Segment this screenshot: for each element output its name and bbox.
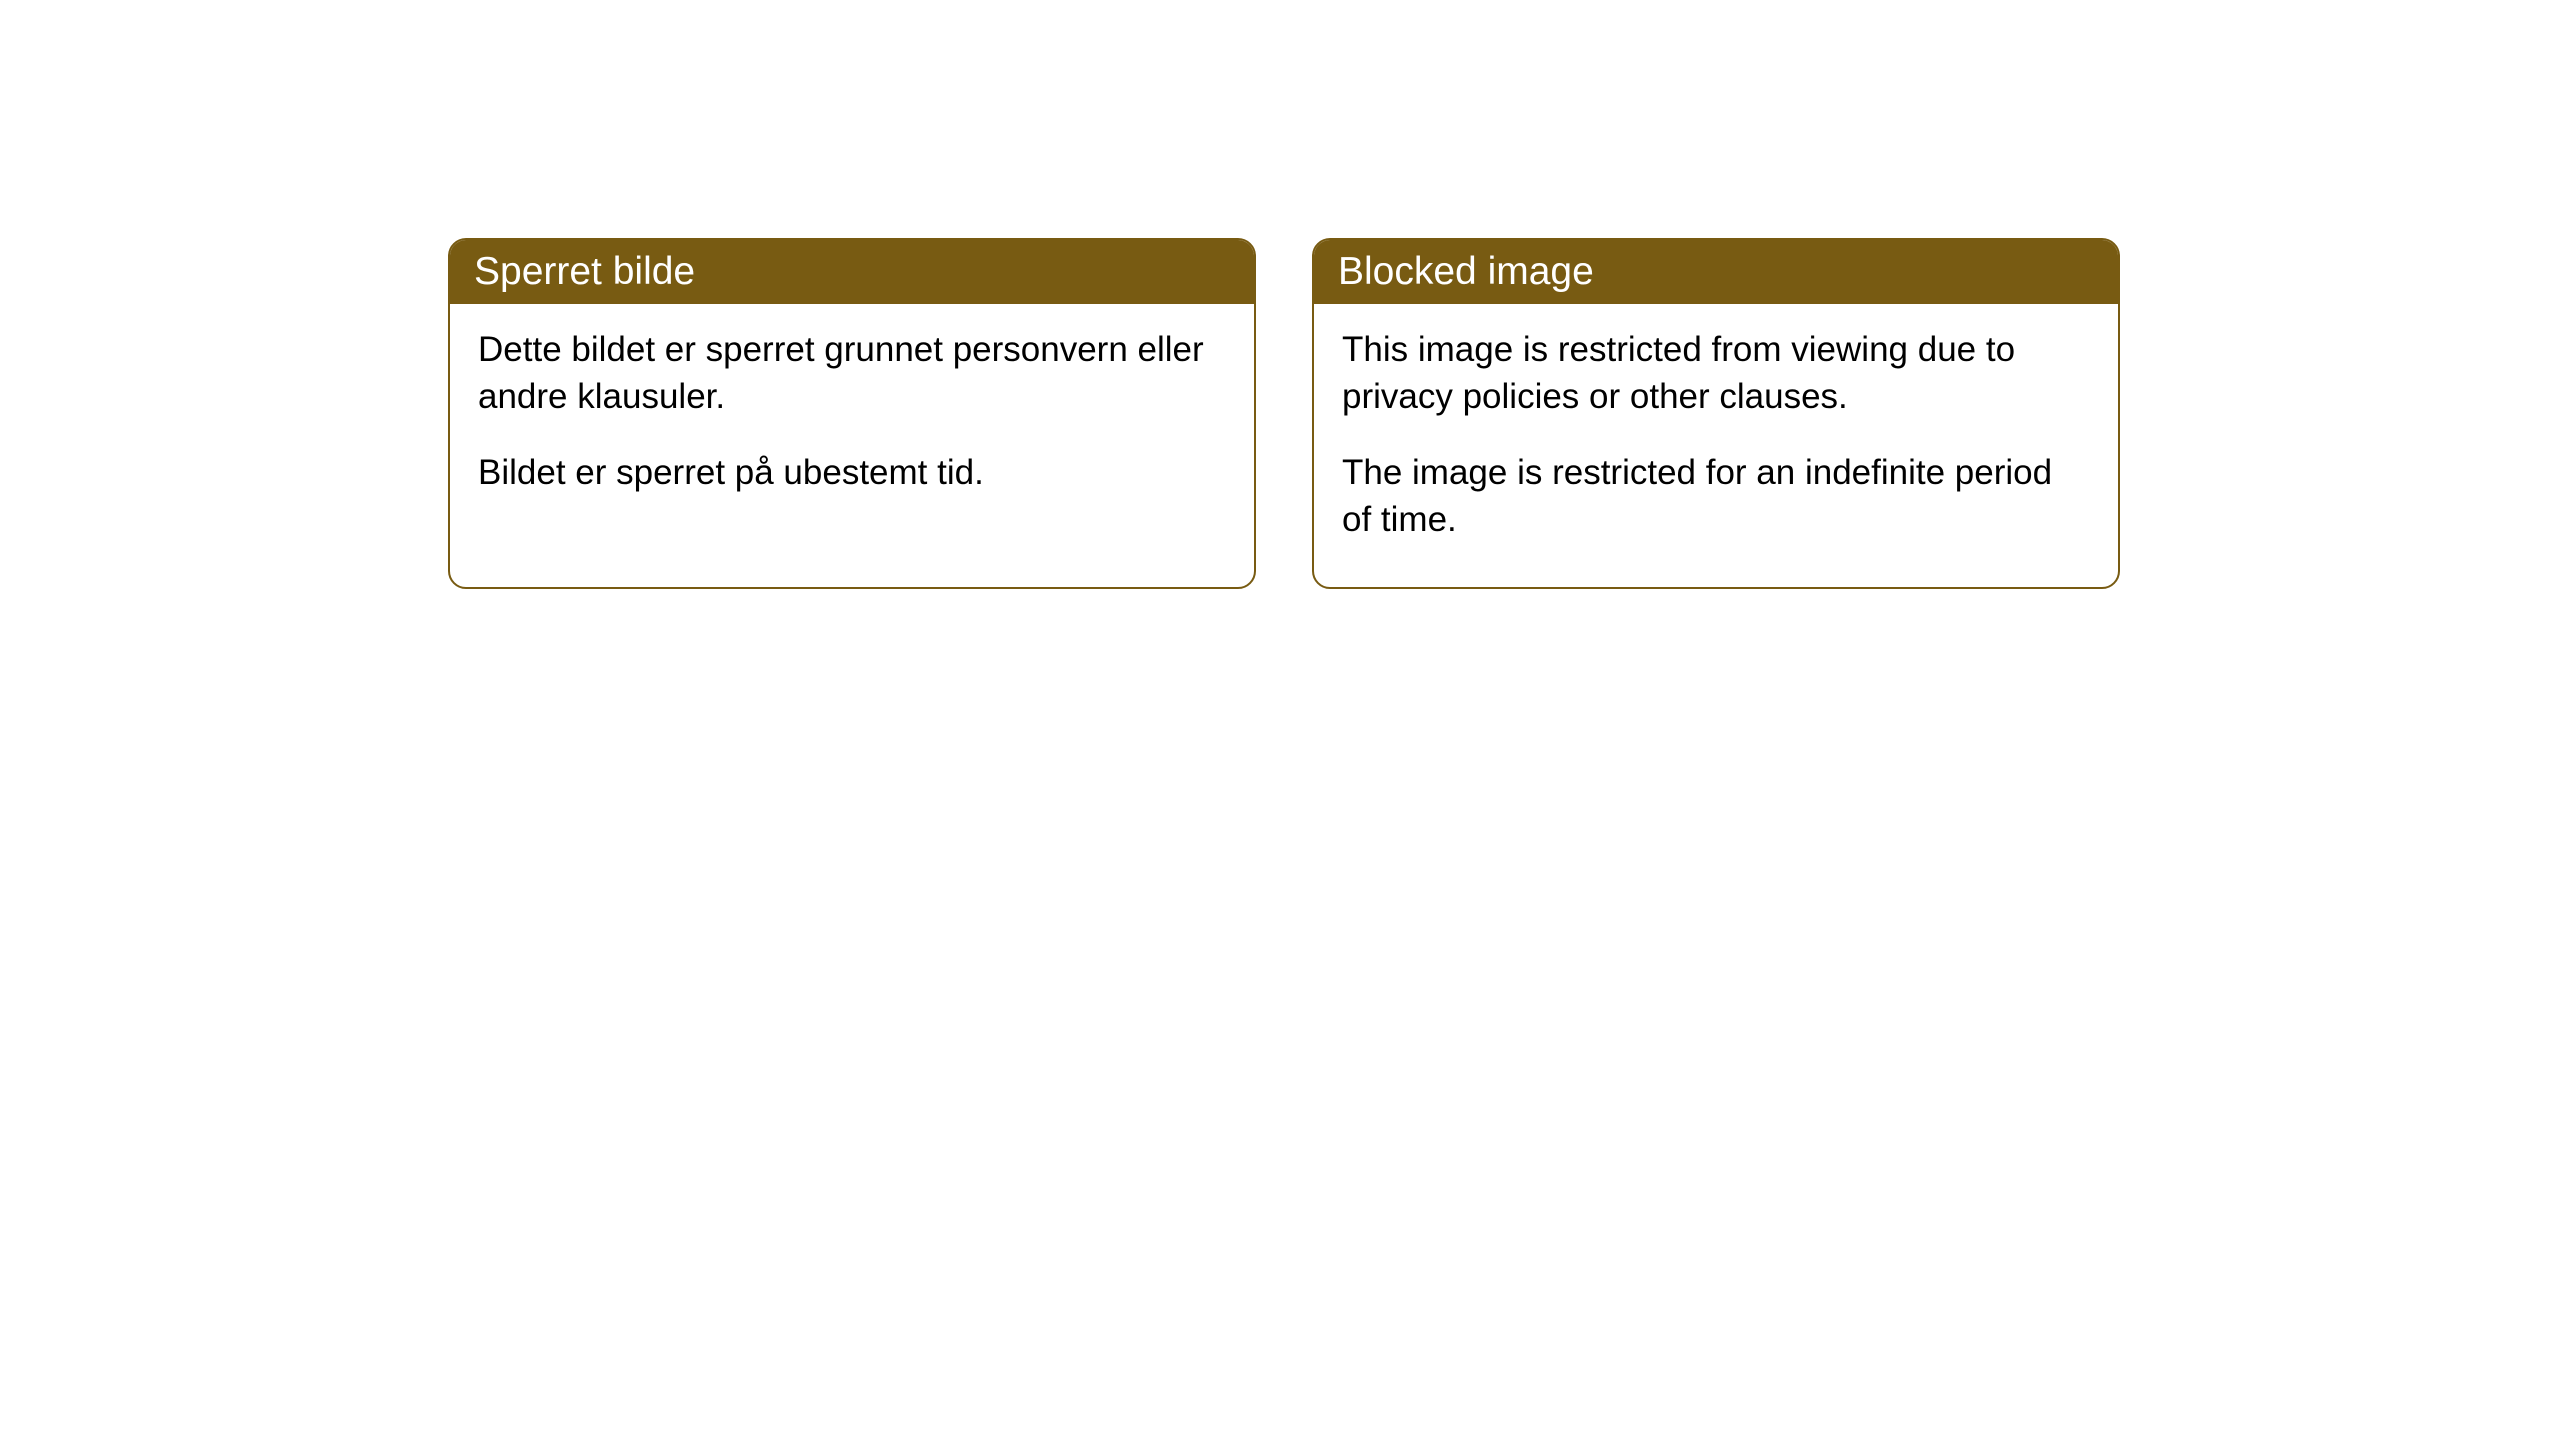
notice-cards-container: Sperret bilde Dette bildet er sperret gr… xyxy=(448,238,2120,589)
card-paragraph-en-2: The image is restricted for an indefinit… xyxy=(1342,449,2090,544)
blocked-image-card-en: Blocked image This image is restricted f… xyxy=(1312,238,2120,589)
card-body-no: Dette bildet er sperret grunnet personve… xyxy=(450,304,1254,540)
card-title-no: Sperret bilde xyxy=(474,250,695,293)
card-header-en: Blocked image xyxy=(1314,240,2118,304)
card-title-en: Blocked image xyxy=(1338,250,1594,293)
card-body-en: This image is restricted from viewing du… xyxy=(1314,304,2118,587)
card-paragraph-no-2: Bildet er sperret på ubestemt tid. xyxy=(478,449,1226,496)
card-paragraph-en-1: This image is restricted from viewing du… xyxy=(1342,326,2090,421)
blocked-image-card-no: Sperret bilde Dette bildet er sperret gr… xyxy=(448,238,1256,589)
card-header-no: Sperret bilde xyxy=(450,240,1254,304)
card-paragraph-no-1: Dette bildet er sperret grunnet personve… xyxy=(478,326,1226,421)
